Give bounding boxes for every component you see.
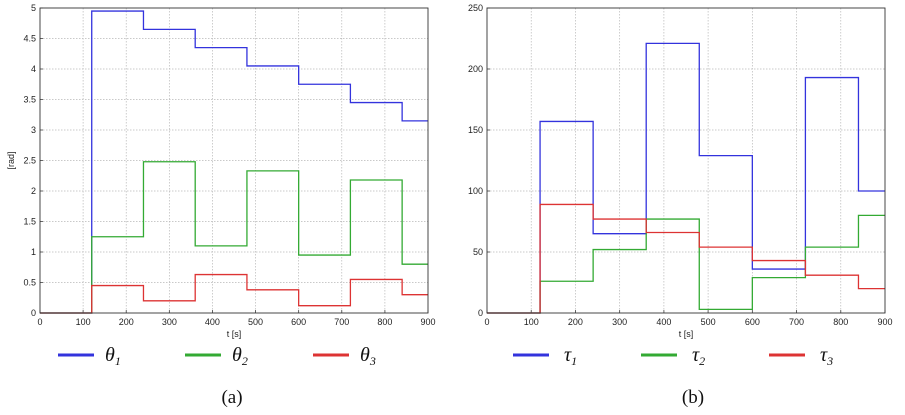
x-tick-label: 800 <box>833 317 848 327</box>
x-tick-label: 300 <box>612 317 627 327</box>
series-line-τ2 <box>487 214 885 314</box>
plot-area <box>487 8 885 313</box>
y-tick-label: 1.5 <box>23 217 36 227</box>
chart-panel-b: 0 100 200 300 400 500 600 700 800 900 0 50 100 150 200… <box>468 3 893 408</box>
legend-label: τ1 <box>564 344 577 368</box>
y-tick-label: 200 <box>468 64 483 74</box>
x-axis-label: t [s] <box>679 329 694 339</box>
x-tick-label: 600 <box>745 317 760 327</box>
series-line-τ1 <box>487 42 885 314</box>
y-tick-label: 4.5 <box>23 34 36 44</box>
x-tick-label: 500 <box>248 317 263 327</box>
y-tick-label: 2.5 <box>23 156 36 166</box>
figure-caption: (a) <box>221 387 242 408</box>
x-tick-label: 100 <box>76 317 91 327</box>
x-tick-label: 900 <box>877 317 892 327</box>
series-line-θ3 <box>40 273 428 314</box>
x-tick-label: 0 <box>37 317 42 327</box>
chart-panel-a: 0 100 200 300 400 500 600 700 800 900 0 0.5 1 1.5 2 2.5… <box>6 3 436 408</box>
x-tick-label: 500 <box>701 317 716 327</box>
legend-label: τ2 <box>692 344 705 368</box>
y-tick-label: 50 <box>473 247 483 257</box>
x-tick-label: 700 <box>789 317 804 327</box>
y-tick-label: 2 <box>31 186 36 196</box>
legend-label: θ2 <box>232 344 248 368</box>
x-tick-label: 900 <box>420 317 435 327</box>
x-tick-label: 400 <box>656 317 671 327</box>
x-tick-label: 100 <box>524 317 539 327</box>
y-tick-label: 150 <box>468 125 483 135</box>
x-tick-label: 200 <box>119 317 134 327</box>
x-tick-label: 300 <box>162 317 177 327</box>
plot-frame <box>486 7 886 314</box>
x-tick-label: 600 <box>291 317 306 327</box>
legend-label: θ1 <box>105 344 121 368</box>
figure-caption: (b) <box>682 387 704 408</box>
y-tick-label: 0 <box>31 308 36 318</box>
x-tick-label: 700 <box>334 317 349 327</box>
x-axis-label: t [s] <box>227 329 242 339</box>
y-tick-label: 5 <box>31 3 36 13</box>
y-axis-label: [rad] <box>6 151 16 169</box>
series-line-θ2 <box>40 161 428 314</box>
series-line-τ3 <box>487 203 885 314</box>
x-tick-label: 400 <box>205 317 220 327</box>
y-tick-label: 3.5 <box>23 95 36 105</box>
y-tick-label: 0 <box>478 308 483 318</box>
x-tick-label: 200 <box>568 317 583 327</box>
y-tick-label: 100 <box>468 186 483 196</box>
legend-label: τ3 <box>820 344 833 368</box>
y-tick-label: 4 <box>31 64 36 74</box>
series-line-θ1 <box>40 10 428 314</box>
plot-frame <box>39 7 429 314</box>
x-tick-label: 800 <box>377 317 392 327</box>
y-tick-label: 3 <box>31 125 36 135</box>
y-tick-label: 250 <box>468 3 483 13</box>
legend-label: θ3 <box>360 344 376 368</box>
plot-area <box>40 8 428 313</box>
y-tick-label: 1 <box>31 247 36 257</box>
x-tick-label: 0 <box>484 317 489 327</box>
y-tick-label: 0.5 <box>23 278 36 288</box>
